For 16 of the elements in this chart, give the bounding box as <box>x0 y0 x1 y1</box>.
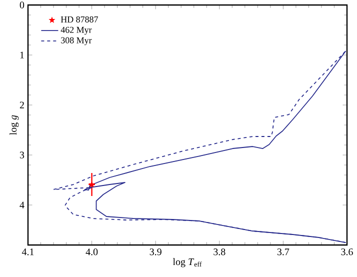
y-tick-label: 1 <box>20 52 24 58</box>
x-tick-label: 3.9 <box>150 248 162 256</box>
x-tick-label: 3.6 <box>341 248 353 256</box>
x-tick-label: 3.7 <box>277 248 290 256</box>
legend-label: 308 Myr <box>61 37 92 46</box>
y-tick-label: 4 <box>20 202 24 208</box>
y-axis-title: log g <box>10 115 19 135</box>
x-axis-title: log T$_{eff}$ <box>172 258 202 268</box>
x-tick-label: 3.8 <box>214 248 226 256</box>
y-tick-label: 0 <box>20 2 24 8</box>
y-tick-label: 2 <box>20 102 24 108</box>
x-tick-label: 4.0 <box>86 248 98 256</box>
y-tick-label: 3 <box>20 152 24 158</box>
x-tick-label: 4.1 <box>22 248 34 256</box>
legend-label: HD 87887 <box>60 16 98 22</box>
legend-label: 462 Myr <box>60 26 92 35</box>
